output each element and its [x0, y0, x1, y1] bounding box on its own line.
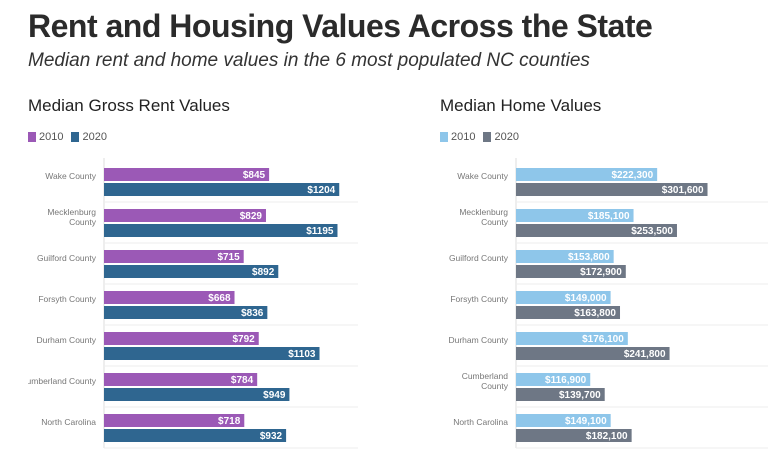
category-label: Guilford County [449, 253, 509, 263]
bar-2010 [516, 332, 628, 345]
bar-2010 [516, 250, 614, 263]
bar-2020 [516, 347, 670, 360]
legend-label-2010: 2010 [451, 131, 476, 143]
bar-2010 [104, 291, 235, 304]
bar-2020 [516, 388, 605, 401]
home-value-chart-title: Median Home Values [440, 96, 602, 115]
home-value-chart-legend: 2010 2020 [440, 131, 527, 143]
legend-item-2020: 2020 [483, 131, 519, 143]
rent-chart-title: Median Gross Rent Values [28, 96, 230, 115]
legend-swatch-2020 [483, 132, 492, 142]
category-label: Mecklenburg County [459, 207, 508, 227]
bar-2010 [516, 291, 611, 304]
legend-swatch-2020 [71, 132, 80, 142]
bar-2020 [104, 347, 320, 360]
bar-2010 [104, 332, 259, 345]
data-label-2020: $241,800 [624, 349, 666, 360]
bar-2010 [516, 209, 634, 222]
legend-item-2010: 2010 [28, 131, 63, 143]
data-label-2010: $176,100 [582, 334, 624, 345]
bar-2020 [104, 306, 268, 319]
bar-2010 [104, 209, 266, 222]
data-label-2020: $1103 [288, 349, 316, 360]
legend-label-2020: 2020 [494, 131, 519, 143]
bar-2020 [516, 265, 626, 278]
legend-item-2010: 2010 [440, 131, 475, 143]
home-value-chart: Wake County $222,300 $301,600 Mecklenburg Co… [440, 96, 768, 451]
bar-2010 [104, 168, 270, 181]
data-label-2020: $301,600 [662, 185, 704, 196]
data-label-2010: $784 [231, 375, 254, 386]
data-label-2020: $892 [252, 267, 275, 278]
data-label-2020: $163,800 [574, 308, 616, 319]
bar-2010 [516, 168, 658, 181]
data-label-2010: $718 [218, 416, 241, 427]
data-label-2020: $1195 [306, 226, 334, 237]
bar-2020 [104, 265, 279, 278]
bar-2020 [516, 429, 632, 442]
data-label-2010: $149,000 [565, 293, 607, 304]
bar-2020 [516, 306, 621, 319]
bar-2020 [104, 429, 287, 442]
category-label: North Carolina [453, 417, 508, 427]
data-label-2020: $139,700 [559, 390, 601, 401]
category-label: North Carolina [41, 417, 96, 427]
data-label-2020: $253,500 [631, 226, 673, 237]
data-label-2010: $153,800 [568, 252, 610, 263]
data-label-2010: $222,300 [611, 170, 653, 181]
data-label-2010: $829 [240, 211, 263, 222]
category-label: Forsyth County [38, 294, 96, 304]
page-title: Rent and Housing Values Across the State [28, 8, 653, 44]
bar-2020 [104, 388, 290, 401]
bar-2010 [104, 373, 258, 386]
data-label-2010: $149,100 [565, 416, 607, 427]
category-label: Guilford County [37, 253, 97, 263]
rent-chart-legend: 2010 2020 [28, 131, 115, 143]
bar-2020 [516, 224, 677, 237]
category-label: Cumberland County [28, 376, 97, 386]
bar-2010 [516, 414, 611, 427]
bar-2010 [104, 250, 244, 263]
bar-2010 [104, 414, 245, 427]
bar-2010 [516, 373, 591, 386]
legend-label-2020: 2020 [82, 131, 107, 143]
category-label: Mecklenburg County [47, 207, 96, 227]
rent-chart: Wake County $845 $1204 Mecklenburg County $82… [28, 96, 358, 451]
legend-label-2010: 2010 [39, 131, 64, 143]
category-label: Durham County [36, 335, 96, 345]
data-label-2010: $792 [232, 334, 255, 345]
data-label-2020: $1204 [307, 185, 335, 196]
data-label-2020: $932 [260, 431, 283, 442]
data-label-2020: $172,900 [580, 267, 622, 278]
bar-2020 [516, 183, 708, 196]
legend-swatch-2010 [28, 132, 36, 142]
bar-2020 [104, 183, 340, 196]
data-label-2010: $845 [243, 170, 266, 181]
home-value-chart-plot: Wake County $222,300 $301,600 Mecklenburg Co… [448, 158, 768, 449]
rent-chart-plot: Wake County $845 $1204 Mecklenburg County $82… [28, 158, 358, 449]
legend-item-2020: 2020 [71, 131, 107, 143]
legend-swatch-2010 [440, 132, 448, 142]
category-label: Cumberland County [462, 371, 509, 391]
category-label: Durham County [448, 335, 508, 345]
category-label: Wake County [45, 171, 96, 181]
data-label-2020: $949 [263, 390, 286, 401]
data-label-2010: $185,100 [588, 211, 630, 222]
bar-2020 [104, 224, 338, 237]
data-label-2010: $668 [208, 293, 231, 304]
category-label: Wake County [457, 171, 508, 181]
page-subtitle: Median rent and home values in the 6 mos… [28, 50, 590, 71]
category-label: Forsyth County [450, 294, 508, 304]
data-label-2020: $182,100 [586, 431, 628, 442]
data-label-2020: $836 [241, 308, 264, 319]
data-label-2010: $116,900 [545, 375, 587, 386]
data-label-2010: $715 [217, 252, 240, 263]
